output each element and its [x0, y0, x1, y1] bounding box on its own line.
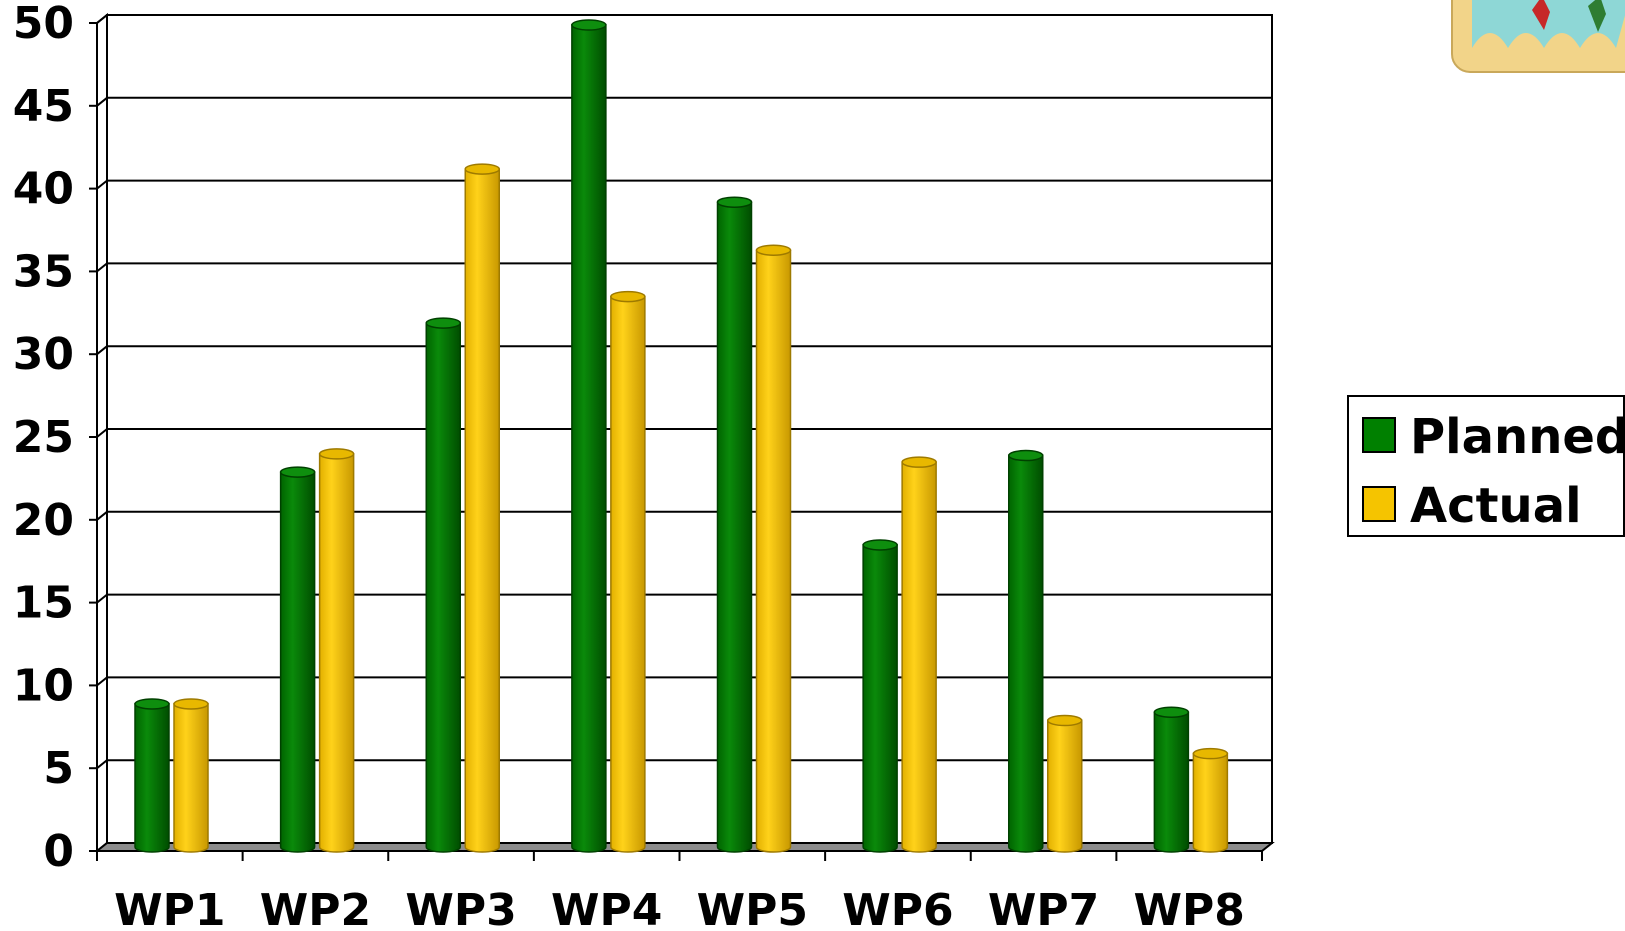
x-tick-label: WP4 — [551, 885, 662, 931]
gridline-depth — [96, 428, 108, 438]
gridline-depth — [96, 179, 108, 190]
bar-actual-wp4 — [610, 290, 646, 853]
bar-planned-wp2 — [279, 466, 316, 853]
map-clipart-image — [1451, 0, 1625, 73]
y-tick-label: 0 — [43, 826, 74, 877]
x-tick-label: WP1 — [114, 885, 225, 931]
bar-planned-wp4 — [571, 19, 607, 853]
bars — [134, 19, 1229, 853]
y-tick-label: 5 — [43, 743, 74, 794]
gridlines — [96, 12, 1273, 854]
plot-floor — [94, 842, 1275, 852]
y-tick-label: 45 — [13, 81, 74, 132]
x-tick-label: WP6 — [842, 885, 953, 931]
bar-actual-wp7 — [1047, 714, 1083, 853]
bar-actual-wp2 — [318, 448, 355, 853]
legend: Planned Actual — [1347, 395, 1625, 537]
gridline-depth — [96, 511, 108, 521]
bar-planned-wp6 — [862, 539, 898, 853]
y-tick-label: 40 — [13, 164, 74, 215]
y-tick-label: 15 — [13, 578, 74, 629]
y-tick-label: 50 — [13, 0, 74, 49]
x-tick-label: WP8 — [1133, 885, 1244, 931]
x-tick-label: WP2 — [260, 885, 371, 931]
bar-actual-wp5 — [755, 244, 792, 853]
y-tick-label: 10 — [13, 660, 74, 711]
legend-label-planned: Planned — [1410, 409, 1625, 465]
y-tick-label: 35 — [13, 246, 74, 297]
bar-actual-wp3 — [464, 163, 500, 853]
legend-swatch-planned — [1362, 417, 1396, 453]
gridline-depth — [96, 759, 108, 769]
gridline-depth — [96, 676, 108, 687]
legend-swatch-actual — [1362, 486, 1396, 522]
legend-label-actual: Actual — [1410, 478, 1582, 534]
x-tick-label: WP5 — [697, 885, 808, 931]
bar-planned-wp3 — [425, 317, 461, 853]
y-tick-label: 30 — [13, 329, 74, 380]
x-tick-label: WP3 — [405, 885, 516, 931]
y-tick-label: 25 — [13, 412, 74, 463]
gridline-depth — [96, 262, 108, 273]
gridline-depth — [96, 593, 108, 604]
bar-planned-wp1 — [134, 698, 170, 853]
y-tick-label: 20 — [13, 495, 74, 546]
gridline-depth — [96, 14, 108, 24]
gridline-depth — [96, 345, 108, 355]
bar-actual-wp1 — [173, 698, 209, 853]
bar-actual-wp6 — [901, 456, 937, 853]
bar-planned-wp7 — [1008, 449, 1044, 853]
x-tick-label: WP7 — [988, 885, 1099, 931]
bar-planned-wp5 — [716, 196, 753, 853]
bar-actual-wp8 — [1192, 747, 1229, 853]
gridline-depth — [96, 97, 108, 107]
bar-planned-wp8 — [1153, 706, 1190, 853]
tick-labels: 0 5 10 15 20 25 30 35 40 45 50 WP1 WP2 WP3 WP4 WP5 WP6 WP… — [13, 0, 1245, 931]
